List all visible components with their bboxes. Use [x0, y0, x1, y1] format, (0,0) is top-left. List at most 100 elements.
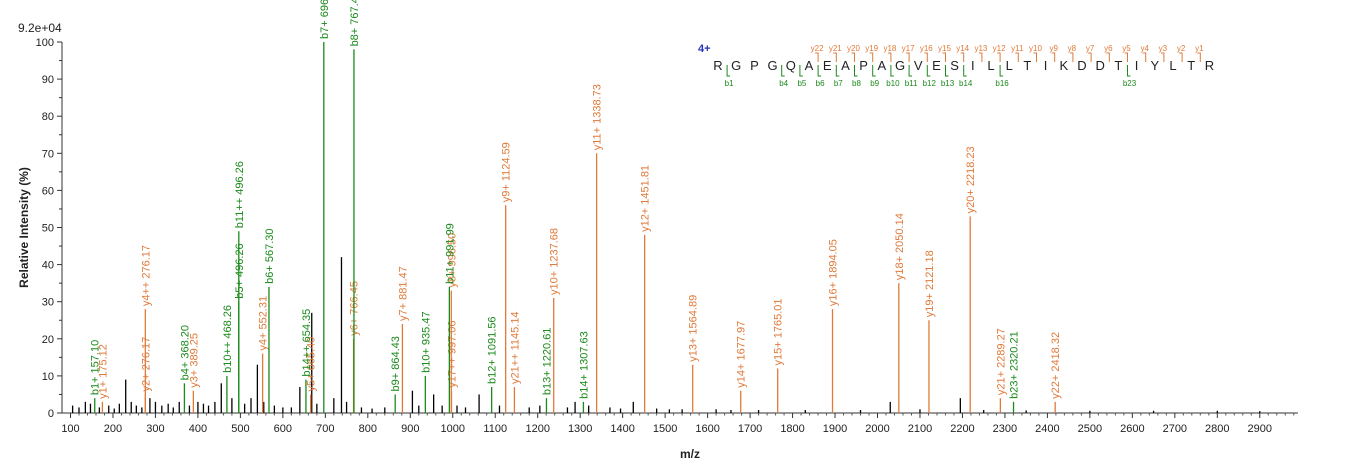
- x-tick-label: 100: [61, 423, 79, 435]
- y-ion-label: y5: [1122, 44, 1131, 53]
- y-ion-bracket: [1179, 52, 1183, 62]
- b-ion-bracket: [781, 65, 785, 77]
- y-peak-label: y7+ 881.47: [397, 266, 409, 321]
- b-peak-label: b10+ 935.47: [420, 311, 432, 372]
- y-ion-label: y22: [811, 44, 824, 53]
- x-axis-title: m/z: [680, 447, 700, 461]
- y-ion-bracket: [1069, 52, 1074, 62]
- y-ion-bracket: [978, 52, 983, 62]
- b-ion-label: b4: [779, 79, 788, 88]
- y-ion-label: y1: [1195, 44, 1204, 53]
- x-tick-label: 2300: [993, 423, 1017, 435]
- y-peak-label: y9+ 1124.59: [501, 142, 513, 202]
- y-ion-label: y17: [902, 44, 915, 53]
- x-tick-label: 900: [401, 423, 419, 435]
- b-peak-label: b7+ 696.37: [319, 0, 331, 39]
- sequence-residue: A: [805, 58, 814, 73]
- y-ion-bracket: [815, 52, 819, 62]
- b-peak-label: b11+ 991.99: [444, 223, 456, 284]
- x-tick-label: 2900: [1248, 423, 1272, 435]
- y-ion-label: y14: [956, 44, 969, 53]
- y-ion-bracket: [851, 52, 855, 62]
- b-ion-label: b8: [852, 79, 861, 88]
- sequence-residue: L: [1006, 58, 1013, 73]
- b-peak-label: b12+ 1091.56: [487, 316, 499, 384]
- sequence-residue: T: [1114, 58, 1122, 73]
- y-ion-label: y19: [865, 44, 878, 53]
- sequence-residue: K: [1059, 58, 1068, 73]
- x-tick-label: 1800: [780, 423, 804, 435]
- sequence-residue: R: [713, 58, 722, 73]
- sequence-residue: D: [1077, 58, 1086, 73]
- y-peak-label: y14+ 1677.97: [736, 321, 748, 388]
- b-ion-label: b13: [941, 79, 955, 88]
- x-tick-label: 2600: [1120, 423, 1144, 435]
- y-tick-label: 20: [42, 334, 54, 346]
- sequence-residue: L: [987, 58, 994, 73]
- y-ion-bracket: [906, 52, 910, 62]
- sequence-residue: A: [877, 58, 886, 73]
- y-ion-bracket: [869, 52, 874, 62]
- y-peak-label: y19+ 2121.18: [924, 250, 936, 317]
- y-ion-label: y2: [1177, 44, 1186, 53]
- sequence-residue: Y: [1150, 58, 1159, 73]
- b-ion-label: b6: [816, 79, 825, 88]
- x-tick-label: 1100: [483, 423, 507, 435]
- b-peak-label: b5+ 496.26: [234, 243, 246, 298]
- y-ion-label: y7: [1086, 44, 1095, 53]
- sequence-residue: I: [1135, 58, 1139, 73]
- b-ion-bracket: [726, 65, 731, 77]
- sequence-residue: E: [823, 58, 832, 73]
- sequence-residue: P: [750, 58, 759, 73]
- y-peak-label: y8+ 996.50: [446, 233, 458, 288]
- y-peak-label: y3+ 389.25: [188, 333, 200, 388]
- b-ion-label: b9: [870, 79, 879, 88]
- y-ion-label: y6: [1104, 44, 1113, 53]
- y-peak-label: y2+ 276.17: [140, 337, 152, 392]
- y-peak-label: y21++ 1145.14: [509, 311, 521, 384]
- y-ion-label: y21: [829, 44, 842, 53]
- y-peak-label: y11+ 1338.73: [592, 84, 604, 150]
- sequence-residue: T: [1187, 58, 1195, 73]
- y-peak-label: y10+ 1237.68: [549, 228, 561, 295]
- b-ion-bracket: [908, 65, 913, 77]
- y-ion-bracket: [1142, 52, 1147, 62]
- y-peak-label: y18+ 2050.14: [894, 213, 906, 280]
- sequence-residue: E: [932, 58, 941, 73]
- b-peak-label: b6+ 567.30: [264, 228, 276, 283]
- y-peak-label: y4+ 552.31: [258, 296, 270, 351]
- y-peak-label: y16+ 1894.05: [828, 239, 840, 306]
- sequence-residue: D: [1096, 58, 1105, 73]
- x-tick-label: 1000: [441, 423, 465, 435]
- y-ion-label: y9: [1049, 44, 1058, 53]
- b-ion-bracket: [1127, 65, 1131, 77]
- b-ion-bracket: [890, 65, 894, 77]
- y-ion-bracket: [1033, 52, 1037, 62]
- x-tick-label: 2800: [1205, 423, 1229, 435]
- b-peak-label: b11++ 496.26: [234, 161, 246, 228]
- y-tick-label: 10: [42, 371, 54, 383]
- b-peak-label: b14++ 654.35: [301, 309, 313, 377]
- y-axis-title: Relative Intensity (%): [17, 167, 31, 288]
- intensity-scale-label: 9.2e+04: [18, 21, 62, 35]
- b-ion-bracket: [872, 65, 876, 77]
- b-peak-label: b10++ 468.26: [222, 305, 234, 373]
- y-peak-label: y1+ 175.12: [97, 344, 109, 399]
- y-ion-label: y13: [974, 44, 987, 53]
- y-tick-label: 30: [42, 297, 54, 309]
- y-ion-bracket: [1088, 52, 1092, 62]
- y-ion-bracket: [924, 52, 928, 62]
- y-ion-label: y10: [1029, 44, 1042, 53]
- x-tick-label: 2400: [1035, 423, 1059, 435]
- b-ion-bracket: [854, 65, 858, 77]
- x-tick-label: 800: [359, 423, 377, 435]
- y-peak-label: y5+ 665.40: [306, 337, 318, 392]
- x-tick-label: 1500: [653, 423, 677, 435]
- x-tick-label: 2200: [950, 423, 974, 435]
- sequence-residue: I: [1044, 58, 1048, 73]
- y-ion-label: y16: [920, 44, 933, 53]
- y-tick-label: 40: [42, 260, 54, 272]
- sequence-residue: T: [1023, 58, 1031, 73]
- y-ion-bracket: [887, 52, 892, 62]
- y-peak-label: y20+ 2218.23: [965, 146, 977, 213]
